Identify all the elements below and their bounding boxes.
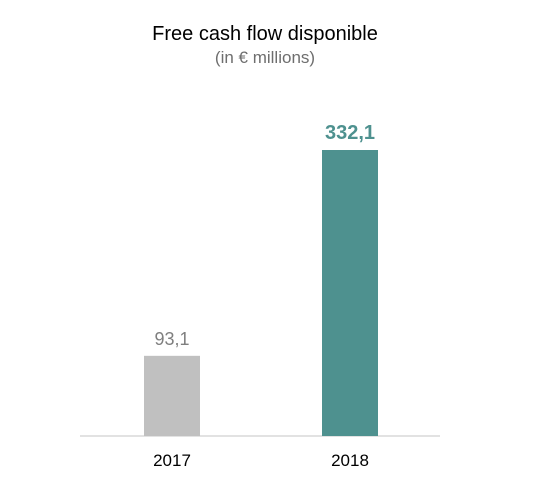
x-tick-label-2017: 2017 xyxy=(153,451,191,470)
x-tick-label-2018: 2018 xyxy=(331,451,369,470)
chart-title: Free cash flow disponible xyxy=(152,23,378,45)
data-label-2018: 332,1 xyxy=(325,122,375,144)
bar-2017 xyxy=(144,355,200,436)
chart-subtitle: (in € millions) xyxy=(214,48,316,67)
data-label-2017: 93,1 xyxy=(154,329,189,349)
bar-2018 xyxy=(322,150,378,436)
bars-group: 93,1 2017 332,1 2018 xyxy=(144,122,378,470)
